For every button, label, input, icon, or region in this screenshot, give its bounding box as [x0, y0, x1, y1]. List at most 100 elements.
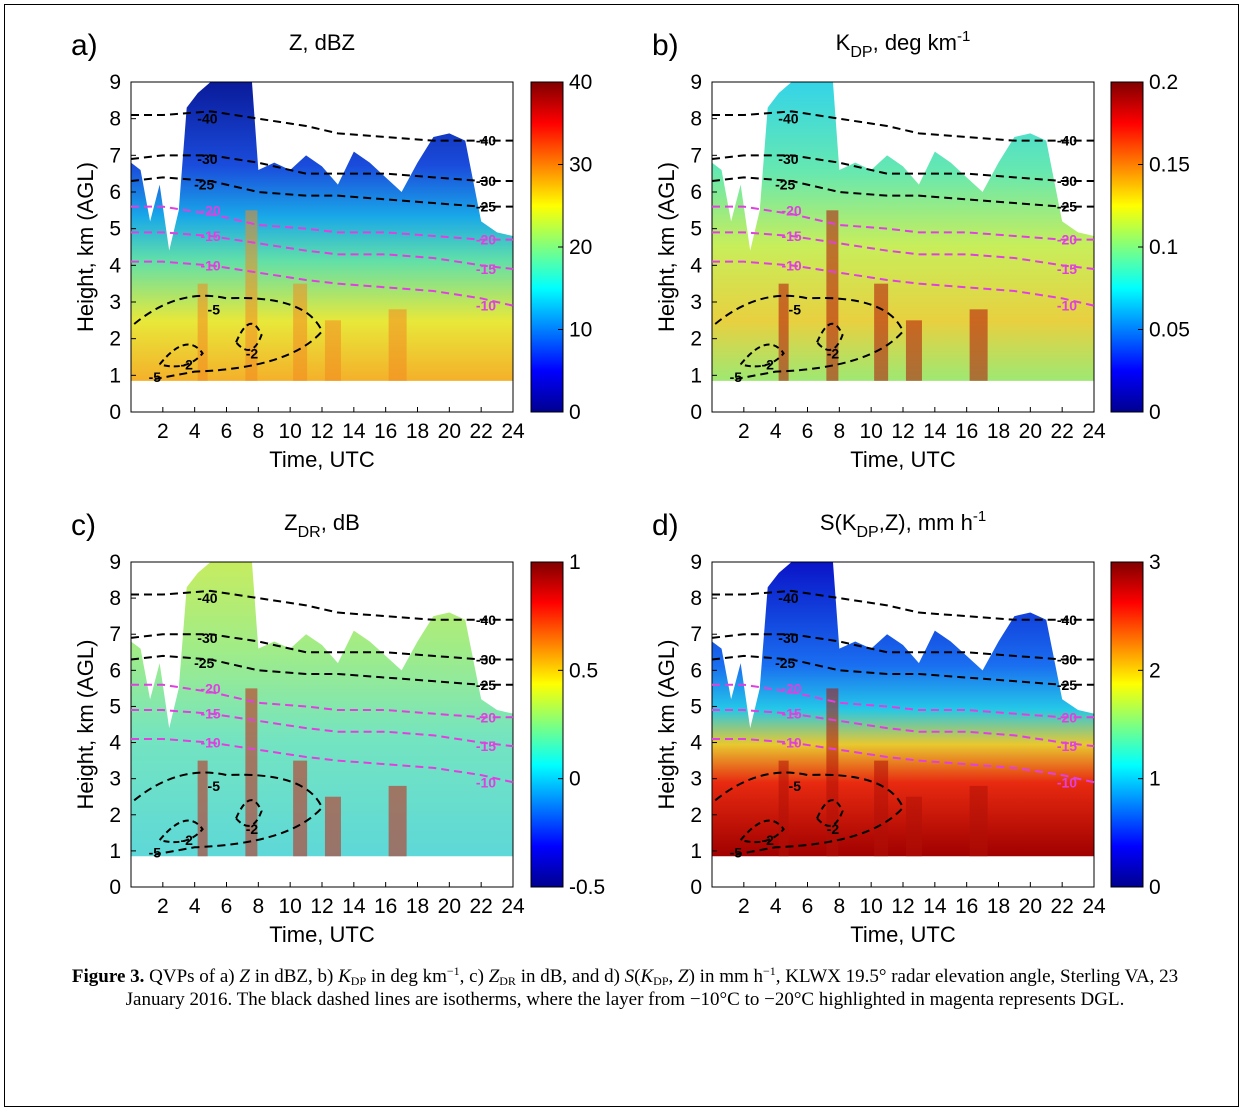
- panel-title-main: K: [836, 30, 851, 55]
- caption-text: ,: [668, 966, 679, 987]
- y-tick-label: 5: [109, 695, 121, 718]
- isotherm-label: -40: [197, 590, 217, 606]
- isotherm-line: [131, 231, 514, 270]
- data-streak: [874, 760, 889, 857]
- colorbar: [1110, 561, 1144, 888]
- y-tick-label: 7: [109, 144, 121, 167]
- y-tick-label: 8: [690, 108, 702, 131]
- isotherm-label: -15: [200, 706, 220, 722]
- isotherm-line: [235, 322, 263, 351]
- x-tick-label: 8: [252, 420, 264, 443]
- isotherm-line: [816, 799, 844, 827]
- isotherm-label: -30: [197, 630, 217, 646]
- colorbar-tick-label: 20: [569, 236, 592, 259]
- isotherm-label: -2: [827, 821, 840, 837]
- isotherm-label: -15: [781, 228, 801, 244]
- colorbar-tick-label: 40: [569, 71, 592, 94]
- isotherm-label: -10: [476, 774, 496, 790]
- caption-text: in dB, and d): [515, 966, 625, 987]
- y-tick-label: 2: [690, 804, 702, 827]
- data-streak: [324, 320, 341, 381]
- caption-text: in dBZ, b): [249, 966, 339, 987]
- data-streak: [826, 688, 839, 857]
- isotherm-line: [235, 799, 263, 827]
- isotherm-label: -2: [180, 356, 193, 372]
- x-tick-label: 2: [157, 895, 169, 918]
- data-field: [131, 82, 513, 381]
- x-tick-label: 24: [1082, 895, 1106, 918]
- y-tick-label: 6: [109, 659, 121, 682]
- data-streak: [293, 283, 308, 381]
- isotherm-label: -2: [246, 821, 259, 837]
- y-tick-label: 4: [109, 732, 121, 755]
- isotherm-label: -30: [476, 173, 496, 189]
- isotherm-label: -15: [1057, 738, 1077, 754]
- x-tick-label: 2: [738, 895, 750, 918]
- y-tick-label: 1: [109, 364, 121, 387]
- colorbar-tick-label: 0.5: [569, 659, 598, 682]
- isotherm-label: -2: [761, 356, 774, 372]
- x-axis-label: Time, UTC: [269, 922, 375, 947]
- panel-title-main: Z: [284, 510, 297, 535]
- panel-title-sub: DP: [857, 524, 879, 541]
- isotherm-line: [158, 343, 204, 368]
- isotherm-label: -5: [789, 778, 802, 794]
- data-streak: [245, 688, 258, 857]
- isotherm-label: -20: [781, 680, 801, 696]
- data-field: [712, 82, 1094, 381]
- y-tick-label: 9: [109, 71, 121, 94]
- isotherm-line: [131, 260, 514, 307]
- panel-title: KDP, deg km-1: [836, 28, 971, 61]
- x-tick-label: 22: [1050, 420, 1073, 443]
- colorbar-tick-label: 0: [569, 768, 581, 791]
- y-tick-label: 3: [690, 291, 702, 314]
- panel-letter: c): [71, 509, 96, 542]
- x-tick-label: 4: [770, 895, 782, 918]
- isotherm-label: -40: [778, 590, 798, 606]
- colorbar-tick-label: 0: [1149, 876, 1161, 899]
- isotherm-line: [739, 343, 785, 368]
- isotherm-label: -20: [1057, 232, 1077, 248]
- data-streak: [324, 796, 341, 857]
- x-tick-label: 12: [310, 895, 333, 918]
- isotherm-line: [712, 737, 1095, 784]
- caption-subscript: DP: [653, 974, 669, 988]
- isotherm-label: -40: [778, 111, 798, 127]
- caption-symbol: Z: [488, 966, 500, 987]
- isotherm-label: -40: [476, 133, 496, 149]
- colorbar-tick-label: 0.2: [1149, 71, 1178, 94]
- y-tick-label: 9: [690, 71, 702, 94]
- isotherm-label: -25: [1057, 677, 1077, 693]
- colorbar-tick-label: 0.15: [1149, 154, 1190, 177]
- y-tick-label: 6: [690, 659, 702, 682]
- isotherm-line: [711, 633, 1094, 661]
- colorbar: [1110, 81, 1144, 413]
- x-tick-label: 16: [374, 895, 397, 918]
- y-tick-label: 4: [109, 254, 121, 277]
- isotherm-label: -30: [1057, 652, 1077, 668]
- isotherm-label: -10: [476, 298, 496, 314]
- isotherm-line: [158, 819, 204, 844]
- x-tick-label: 6: [802, 895, 814, 918]
- data-field: [131, 562, 513, 857]
- isotherm-label: -25: [1057, 199, 1077, 215]
- caption-text: (: [634, 966, 641, 987]
- x-tick-label: 2: [157, 420, 169, 443]
- isotherm-label: -20: [476, 709, 496, 725]
- colorbar-tick-label: 30: [569, 154, 592, 177]
- x-tick-label: 20: [1019, 895, 1042, 918]
- colorbar-tick-label: 1: [569, 551, 581, 574]
- x-tick-label: 12: [891, 895, 914, 918]
- isotherm-label: -10: [781, 257, 801, 273]
- panel-letter: a): [71, 29, 98, 62]
- colorbar-tick-label: 0.05: [1149, 319, 1190, 342]
- data-streak: [293, 760, 308, 857]
- caption-text: QVPs of a): [144, 966, 240, 987]
- y-tick-label: 1: [690, 840, 702, 863]
- isotherm-line: [712, 589, 1094, 621]
- x-tick-label: 6: [802, 420, 814, 443]
- panel-title-main: S(K: [820, 510, 857, 535]
- x-tick-label: 16: [955, 420, 978, 443]
- y-tick-label: 3: [690, 768, 702, 791]
- colorbar-tick-label: 10: [569, 319, 592, 342]
